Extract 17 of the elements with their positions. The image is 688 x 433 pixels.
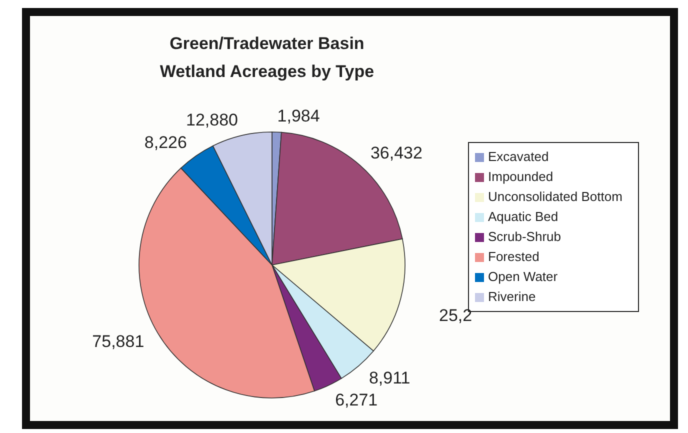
chart-title: Green/Tradewater Basin Wetland Acreages by Type bbox=[158, 33, 376, 83]
legend-label: Aquatic Bed bbox=[488, 209, 558, 224]
legend-label: Open Water bbox=[488, 269, 558, 284]
data-label: 1,984 bbox=[277, 106, 320, 126]
data-label: 75,881 bbox=[92, 332, 144, 352]
text: 25,2 bbox=[439, 306, 472, 326]
data-label: 12,880 bbox=[186, 110, 238, 130]
data-label: 8,911 bbox=[368, 368, 410, 388]
data-label: 6,271 bbox=[335, 390, 378, 410]
legend-label: Forested bbox=[488, 249, 540, 264]
legend-label: Riverine bbox=[488, 289, 536, 304]
legend-label: Impounded bbox=[488, 169, 554, 184]
data-label: 36,432 bbox=[370, 144, 422, 163]
data-label: 8,226 bbox=[144, 133, 187, 152]
legend-label: Scrub-Shrub bbox=[488, 229, 561, 244]
legend-label: Excavated bbox=[488, 149, 549, 164]
legend-label: Unconsolidated Bottom bbox=[488, 189, 622, 204]
